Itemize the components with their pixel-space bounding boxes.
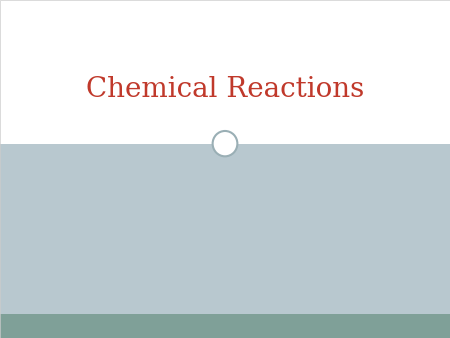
Text: Chemical Reactions: Chemical Reactions: [86, 76, 364, 103]
Bar: [0, 314, 450, 338]
Bar: [0, 0, 450, 144]
Bar: [0, 144, 450, 314]
Ellipse shape: [212, 131, 238, 156]
